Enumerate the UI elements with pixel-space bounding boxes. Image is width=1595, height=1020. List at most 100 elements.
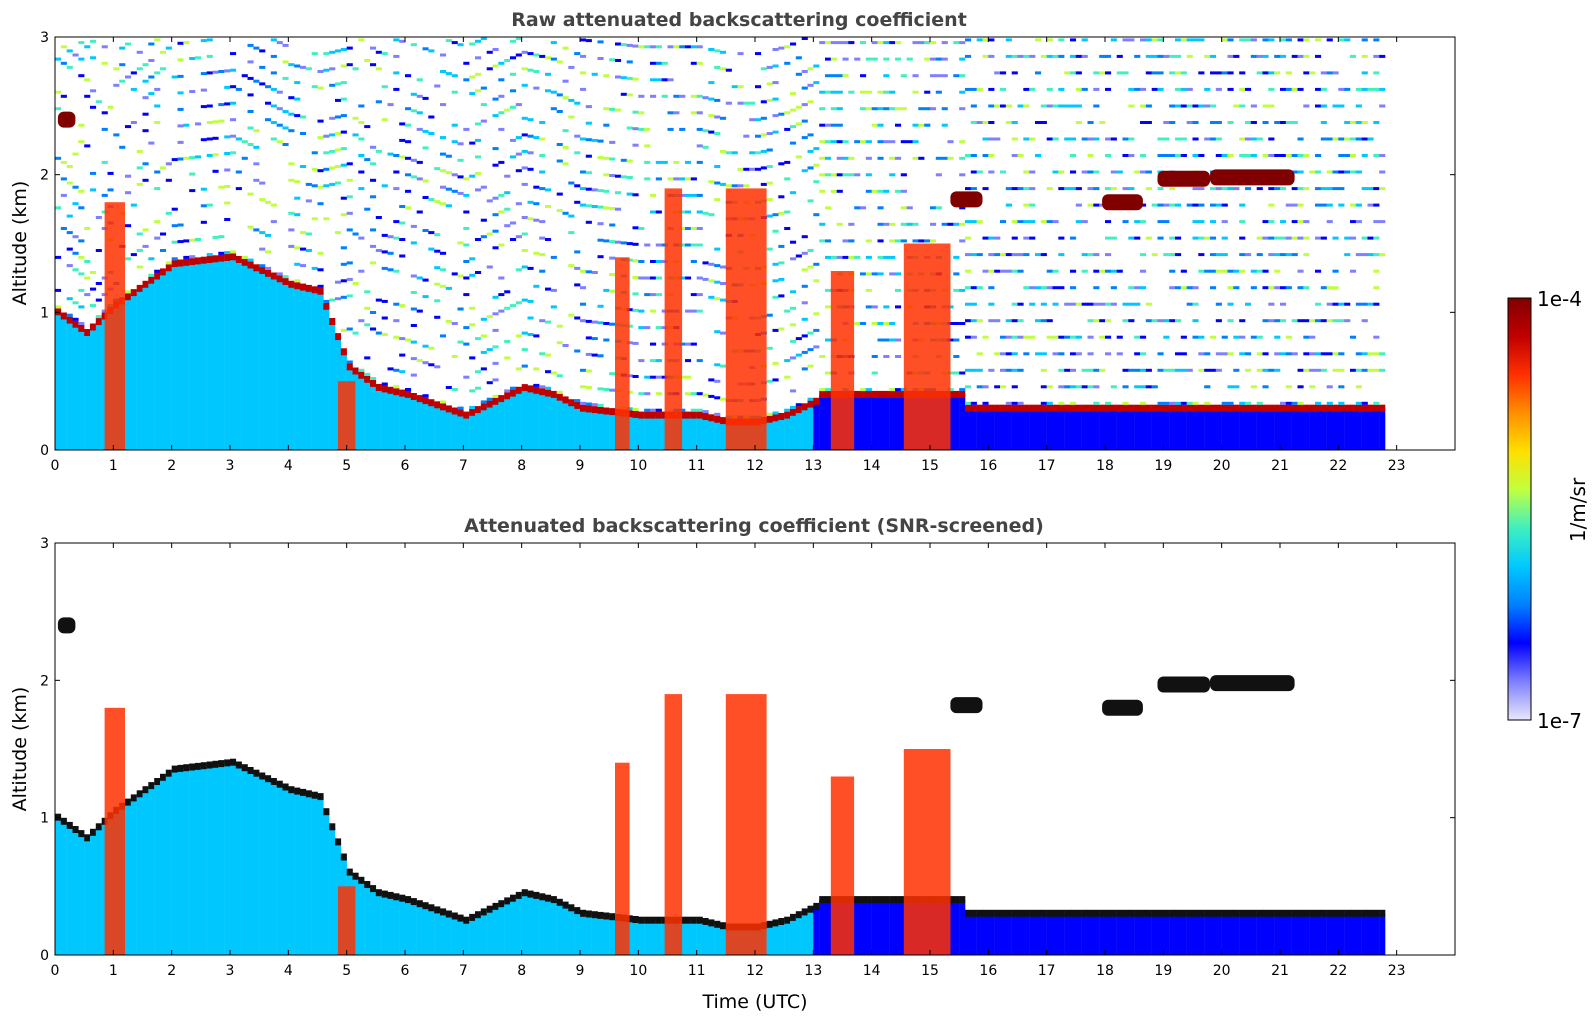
heatmap-cell-noise [609,256,616,260]
heatmap-cell-noise [393,368,400,372]
heatmap-cell-cloud [1210,169,1295,186]
heatmap-cell-noise [323,184,330,188]
heatmap-cell-noise [154,220,161,224]
heatmap-cell-boundary-layer [854,394,861,450]
heatmap-cell-boundary-layer [1134,913,1141,955]
heatmap-cell-noise [410,357,417,361]
heatmap-cell-noise [387,235,394,239]
heatmap-cell-layer-top [1046,909,1053,917]
heatmap-cell-boundary-layer [801,407,808,450]
x-tick-label: 17 [1038,963,1056,979]
heatmap-cell-noise [609,207,616,210]
heatmap-cell-layer-top [679,916,686,924]
heatmap-cell-noise [136,166,143,170]
heatmap-cell-layer-top [480,403,487,411]
heatmap-cell-noise [1256,368,1263,372]
heatmap-cell-noise [1280,187,1287,191]
heatmap-cell-noise [434,249,441,253]
heatmap-cell-noise [545,287,552,291]
x-tick-label: 5 [342,458,351,474]
heatmap-cell-noise [463,78,470,82]
heatmap-cell-noise [988,121,995,124]
heatmap-cell-noise [609,322,616,326]
heatmap-cell-noise [842,41,849,45]
heatmap-cell-noise [609,289,616,293]
heatmap-cell-noise [370,145,377,149]
heatmap-cell-noise [300,115,307,119]
heatmap-cell-noise [1245,154,1252,157]
heatmap-cell-noise [504,290,511,294]
heatmap-cell-noise [1180,137,1187,141]
heatmap-cell-layer-top [1204,404,1211,412]
heatmap-cell-layer-top [644,916,651,924]
heatmap-cell-noise [1110,236,1117,240]
heatmap-cell-noise [976,319,983,323]
heatmap-cell-layer-top [1338,404,1345,412]
heatmap-cell-boundary-layer [1052,913,1059,955]
x-tick-label: 11 [688,458,706,474]
heatmap-cell-noise [1000,170,1007,174]
heatmap-cell-noise [475,155,482,159]
heatmap-cell-noise [679,408,686,412]
heatmap-cell-noise [475,337,482,341]
heatmap-cell-layer-top [1122,404,1129,412]
heatmap-cell-layer-top [259,772,266,780]
heatmap-cell-noise [1186,203,1193,207]
heatmap-cell-noise [1075,121,1082,124]
x-tick-label: 0 [51,963,60,979]
heatmap-cell-noise [1058,385,1065,389]
heatmap-cell-layer-top [125,293,132,301]
heatmap-cell-noise [434,266,441,270]
heatmap-cell-noise [644,45,651,49]
heatmap-cell-noise [1040,220,1047,224]
heatmap-cell-noise [766,313,773,317]
heatmap-cell-layer-top [1128,404,1135,412]
heatmap-cell-noise [883,255,890,259]
heatmap-cell-layer-top [282,783,289,791]
heatmap-cell-layer-top [871,896,878,904]
heatmap-cell-noise [1058,253,1065,257]
heatmap-cell-cloud [1210,675,1295,692]
heatmap-cell-noise [364,306,371,310]
heatmap-cell-noise [655,260,662,263]
heatmap-cell-layer-top [1070,404,1077,412]
heatmap-cell-boundary-layer [766,419,773,450]
heatmap-cell-noise [200,138,207,142]
heatmap-cell-noise [1169,368,1176,372]
heatmap-cell-noise [171,257,178,261]
heatmap-cell-noise [515,367,522,371]
heatmap-cell-noise [125,257,132,261]
heatmap-cell-noise [259,231,266,235]
heatmap-cell-noise [1227,401,1234,405]
heatmap-cell-boundary-layer [644,415,651,450]
heatmap-cell-noise [451,189,458,193]
heatmap-cell-noise [451,90,458,94]
heatmap-cell-noise [1239,319,1246,323]
heatmap-cell-noise [469,356,476,360]
heatmap-cell-noise [206,154,213,157]
heatmap-cell-noise [603,156,610,160]
heatmap-cell-layer-top [550,896,557,904]
heatmap-cell-boundary-layer [300,792,307,955]
heatmap-cell-noise [603,239,610,243]
heatmap-cell-noise [842,255,849,259]
heatmap-cell-noise [556,192,563,196]
heatmap-cell-noise [1128,286,1135,290]
heatmap-cell-noise [1005,352,1012,356]
heatmap-cell-noise [772,48,779,51]
heatmap-cell-noise [78,189,85,193]
heatmap-cell-noise [1332,104,1339,108]
heatmap-cell-noise [1355,104,1362,108]
heatmap-cell-boundary-layer [148,280,155,450]
heatmap-cell-boundary-layer [510,393,517,450]
heatmap-cell-noise [1058,38,1065,42]
heatmap-cell-noise [813,279,820,283]
heatmap-cell-noise [1215,319,1222,323]
heatmap-cell-noise [1379,220,1386,224]
y-tick-label: 1 [40,305,49,321]
heatmap-cell-boundary-layer [1186,408,1193,450]
heatmap-cell-boundary-layer [1169,408,1176,450]
x-tick-label: 8 [517,458,526,474]
heatmap-cell-noise [480,400,487,404]
heatmap-cell-noise [912,239,919,243]
